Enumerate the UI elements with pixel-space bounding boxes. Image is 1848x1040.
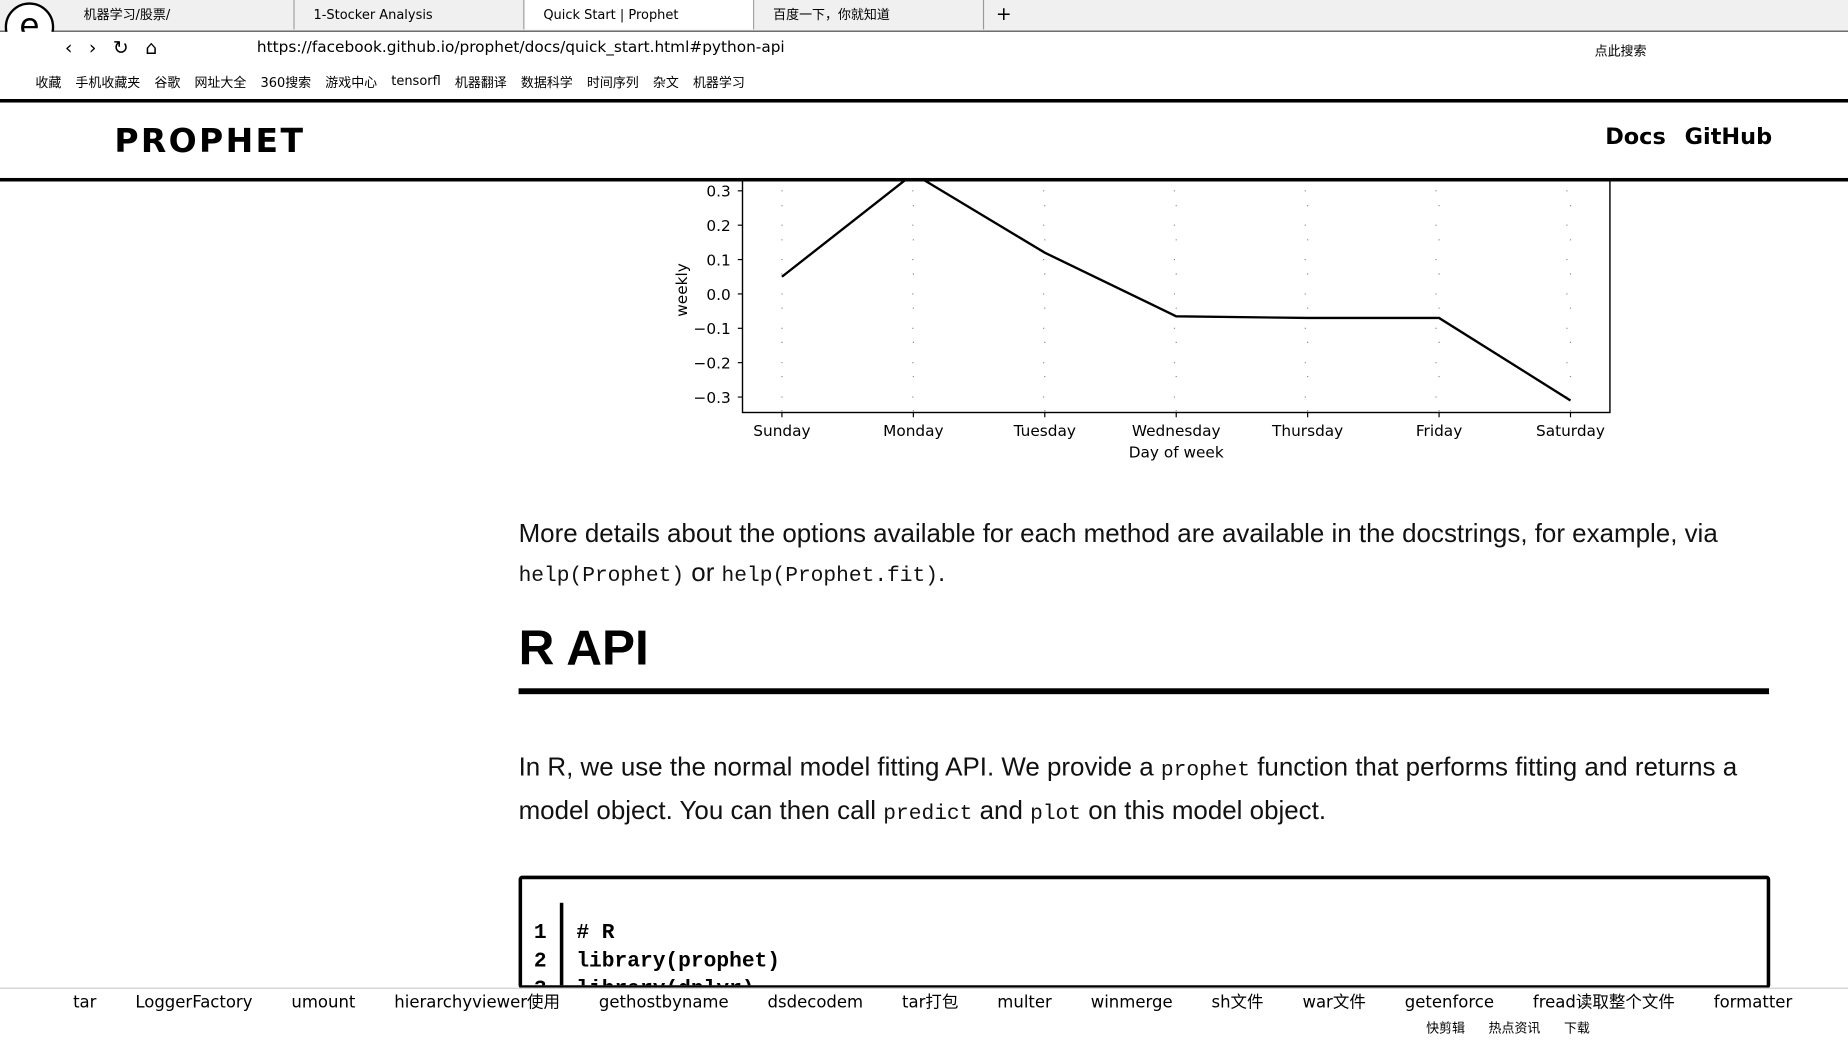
status-bar: 快剪辑 热点资讯 下载 (1426, 1018, 1590, 1037)
search-box[interactable]: 点此搜索 (1594, 43, 1647, 59)
logo[interactable]: PROPHET (114, 121, 306, 161)
y-tick-label: −0.1 (694, 320, 731, 338)
bookmark[interactable]: 机器学习 (692, 75, 745, 91)
site-header: PROPHET Docs GitHub (0, 98, 1848, 182)
inline-code: help(Prophet) (518, 564, 685, 589)
tab[interactable]: Quick Start | Prophet (524, 0, 755, 30)
bookmark[interactable]: tensorfl (391, 73, 441, 89)
site-nav: Docs GitHub (1605, 124, 1772, 150)
status-item[interactable]: 下载 (1563, 1020, 1590, 1036)
status-item[interactable]: 快剪辑 (1426, 1020, 1465, 1036)
line-number: 2 (533, 949, 547, 974)
taskbar-item[interactable]: LoggerFactory (135, 993, 253, 1013)
y-tick-label: 0.1 (706, 251, 730, 269)
taskbar-item[interactable]: dsdecodem (767, 993, 864, 1013)
heading: R API (518, 619, 649, 676)
taskbar-item[interactable]: multer (997, 993, 1052, 1013)
taskbar-item[interactable]: fread读取整个文件 (1532, 993, 1675, 1013)
bookmark[interactable]: 杂文 (652, 75, 679, 91)
tab[interactable]: 1-Stocker Analysis (294, 0, 525, 30)
code-line: library(prophet) (576, 949, 781, 974)
taskbar-item[interactable]: gethostbyname (598, 993, 729, 1013)
inline-code: plot (1030, 802, 1082, 827)
bookmark[interactable]: 游戏中心 (325, 75, 378, 91)
text: . (937, 557, 946, 587)
taskbar-item[interactable]: tar打包 (902, 993, 959, 1013)
y-tick-label: 0.3 (706, 183, 730, 201)
code-line: # R (576, 921, 615, 946)
x-tick-label: Saturday (1536, 422, 1605, 440)
nav-link[interactable]: GitHub (1684, 123, 1773, 150)
taskbar-item[interactable]: sh文件 (1211, 993, 1264, 1013)
line-number: 1 (533, 921, 547, 946)
taskbar-item[interactable]: umount (291, 993, 356, 1013)
bookmark[interactable]: 360搜索 (260, 75, 312, 91)
bookmark[interactable]: 数据科学 (520, 75, 573, 91)
y-tick-label: −0.2 (694, 355, 731, 373)
bookmark[interactable]: 手机收藏夹 (75, 75, 141, 91)
heading-rule (518, 688, 1770, 695)
x-tick-label: Friday (1416, 422, 1462, 440)
gutter-rule (559, 902, 564, 986)
x-axis-label: Day of week (1129, 443, 1224, 461)
status-item[interactable]: 热点资讯 (1488, 1020, 1541, 1036)
taskbar-item[interactable]: hierarchyviewer使用 (394, 993, 561, 1013)
taskbar-item[interactable]: war文件 (1302, 993, 1366, 1013)
text: function that performs fitting and retur… (518, 751, 1738, 825)
bookmark[interactable]: 谷歌 (154, 75, 181, 91)
text: on this model object. (1081, 795, 1327, 825)
taskbar-item[interactable]: tar (73, 993, 97, 1013)
bookmark[interactable]: 网址大全 (194, 75, 247, 91)
y-axis-label: weekly (673, 263, 691, 317)
weekly-chart: 0.3 0.2 0.1 0.0 −0.1 −0.2 −0.3 Sunday Monday Tues… (673, 170, 1611, 461)
tab[interactable]: 百度一下，你就知道 (754, 0, 985, 30)
new-tab[interactable]: + (995, 2, 1012, 25)
x-tick-label: Monday (883, 422, 943, 440)
taskbar-item[interactable]: winmerge (1090, 993, 1173, 1013)
text: and (972, 795, 1031, 825)
tab[interactable]: 机器学习/股票/ (64, 0, 295, 30)
line-number: 3 (534, 978, 547, 985)
paragraph: More details about the options available… (519, 514, 1768, 596)
code-line: library(dplyr) (576, 978, 754, 985)
bookmark[interactable]: 时间序列 (586, 75, 639, 91)
bookmarks-bar: 收藏 手机收藏夹 谷歌 网址大全 360搜索 游戏中心 tensorfl 机器翻译 数据科学 时间… (35, 73, 759, 92)
address-bar: ‹›↻⌂ https://facebook.github.io/prophet/… (0, 31, 1848, 68)
text: or (684, 557, 722, 587)
x-tick-label: Sunday (753, 422, 810, 440)
text: More details about the options available… (518, 518, 1718, 549)
y-tick-label: 0.0 (706, 286, 730, 304)
inline-code: predict (883, 802, 973, 827)
paragraph: In R, we use the normal model fitting AP… (519, 747, 1768, 834)
text: In R, we use the normal model fitting AP… (518, 751, 1161, 782)
bookmark[interactable]: 机器翻译 (454, 75, 507, 91)
code-block: 1 # R 2 library(prophet) 3 library(dplyr) (518, 875, 1771, 989)
taskbar-item[interactable]: getenforce (1404, 993, 1495, 1013)
y-tick-label: 0.2 (706, 217, 730, 235)
url[interactable]: https://facebook.github.io/prophet/docs/… (256, 38, 785, 57)
inline-code: help(Prophet.fit) (721, 564, 938, 589)
y-tick-label: −0.3 (694, 389, 731, 407)
x-tick-label: Thursday (1271, 422, 1343, 440)
taskbar: tar LoggerFactory umount hierarchyviewer使用 g… (0, 987, 1848, 1016)
x-tick-label: Tuesday (1013, 422, 1076, 440)
inline-code: prophet (1160, 758, 1251, 783)
x-tick-label: Wednesday (1132, 422, 1221, 440)
bookmark[interactable]: 收藏 (35, 75, 62, 91)
nav-buttons[interactable]: ‹›↻⌂ (64, 36, 174, 59)
nav-link[interactable]: Docs (1605, 123, 1666, 150)
taskbar-item[interactable]: formatter (1713, 993, 1793, 1013)
line (781, 172, 1572, 402)
